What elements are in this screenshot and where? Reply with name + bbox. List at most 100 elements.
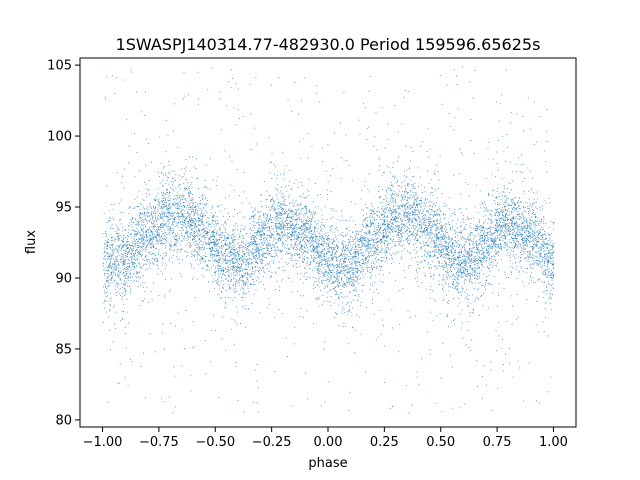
data-point — [300, 226, 301, 228]
data-point — [454, 251, 456, 253]
data-point — [460, 271, 462, 273]
data-point — [337, 248, 338, 249]
data-point — [273, 262, 274, 264]
data-point — [295, 213, 297, 215]
data-point — [409, 205, 411, 206]
data-point — [203, 225, 205, 227]
data-point — [370, 272, 372, 274]
data-point — [185, 178, 187, 180]
data-point — [151, 254, 153, 255]
data-point — [206, 217, 208, 218]
data-point — [493, 242, 495, 244]
data-point — [483, 251, 485, 253]
data-point — [525, 221, 527, 222]
data-point — [209, 188, 211, 190]
data-point — [395, 215, 397, 217]
data-point — [232, 263, 234, 264]
data-point — [162, 201, 163, 203]
data-point — [252, 271, 254, 272]
data-point — [368, 252, 370, 254]
data-point — [456, 257, 458, 259]
data-point — [404, 191, 406, 193]
data-point — [518, 157, 520, 159]
data-point — [467, 252, 469, 254]
data-point — [470, 350, 472, 351]
data-point — [292, 211, 294, 212]
data-point — [294, 241, 296, 243]
data-point — [512, 201, 514, 203]
data-point — [156, 259, 158, 261]
data-point — [319, 260, 321, 261]
data-point — [508, 230, 509, 231]
data-point — [331, 210, 333, 212]
data-point — [130, 290, 132, 292]
data-point — [443, 274, 445, 276]
data-point — [309, 243, 311, 245]
data-point — [365, 248, 367, 250]
data-point — [310, 230, 312, 232]
data-point — [142, 245, 144, 247]
data-point — [168, 199, 170, 201]
data-point — [111, 244, 112, 246]
data-point — [354, 280, 356, 282]
data-point — [177, 197, 179, 199]
data-point — [150, 245, 152, 247]
data-point — [225, 296, 226, 298]
data-point — [524, 258, 526, 259]
data-point — [521, 217, 523, 219]
data-point — [470, 276, 472, 278]
data-point — [523, 130, 524, 132]
data-point — [503, 364, 504, 366]
data-point — [486, 384, 487, 386]
data-point — [168, 173, 170, 174]
data-point — [364, 239, 366, 241]
data-point — [258, 216, 260, 218]
data-point — [519, 235, 521, 237]
data-point — [150, 246, 152, 248]
data-point — [287, 238, 289, 240]
data-point — [244, 226, 246, 228]
data-point — [228, 283, 230, 285]
data-point — [494, 275, 495, 277]
data-point — [381, 239, 383, 241]
data-point — [198, 243, 200, 245]
data-point — [237, 238, 239, 240]
data-point — [548, 256, 550, 258]
data-point — [287, 220, 289, 221]
data-point — [273, 236, 275, 238]
data-point — [165, 151, 167, 153]
data-point — [316, 231, 318, 233]
data-point — [311, 231, 312, 232]
data-point — [459, 173, 460, 175]
data-point — [516, 278, 518, 279]
data-point — [320, 244, 322, 246]
data-point — [141, 204, 143, 205]
data-point — [177, 312, 179, 314]
data-point — [207, 244, 209, 245]
data-point — [192, 224, 194, 226]
data-point — [355, 245, 357, 247]
data-point — [481, 202, 483, 204]
data-point — [524, 220, 526, 222]
data-point — [126, 271, 128, 273]
data-point — [463, 263, 465, 265]
data-point — [315, 235, 317, 237]
data-point — [344, 249, 346, 251]
data-point — [544, 255, 545, 257]
data-point — [416, 233, 418, 235]
data-point — [541, 227, 543, 228]
data-point — [257, 276, 258, 278]
data-point — [242, 256, 243, 257]
data-point — [330, 218, 332, 220]
data-point — [141, 230, 143, 232]
data-point — [118, 239, 120, 241]
data-point — [500, 244, 501, 245]
data-point — [384, 382, 385, 383]
data-point — [476, 247, 478, 249]
data-point — [542, 272, 543, 274]
data-point — [486, 260, 487, 262]
data-point — [516, 222, 517, 224]
data-point — [137, 241, 138, 242]
data-point — [453, 261, 455, 262]
data-point — [334, 265, 336, 267]
